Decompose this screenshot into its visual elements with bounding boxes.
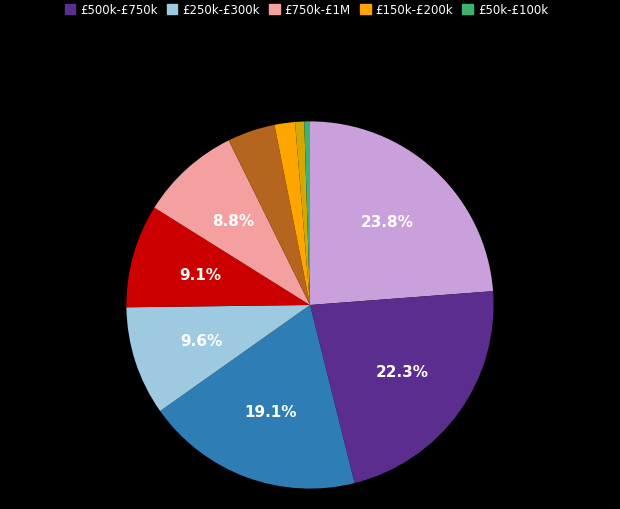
Text: 9.1%: 9.1% xyxy=(179,267,221,282)
Legend: £400k-£500k, £500k-£750k, £300k-£400k, £250k-£300k, over £1M, £750k-£1M, £200k-£: £400k-£500k, £500k-£750k, £300k-£400k, £… xyxy=(61,0,559,20)
Wedge shape xyxy=(310,122,493,305)
Wedge shape xyxy=(229,126,310,305)
Wedge shape xyxy=(126,208,310,308)
Text: 19.1%: 19.1% xyxy=(244,405,297,419)
Wedge shape xyxy=(275,123,310,305)
Wedge shape xyxy=(295,122,310,305)
Wedge shape xyxy=(160,305,355,489)
Wedge shape xyxy=(126,305,310,411)
Wedge shape xyxy=(154,141,310,305)
Text: 8.8%: 8.8% xyxy=(213,214,255,229)
Text: 23.8%: 23.8% xyxy=(361,215,414,230)
Wedge shape xyxy=(310,292,494,483)
Text: 22.3%: 22.3% xyxy=(376,364,429,379)
Wedge shape xyxy=(304,122,310,305)
Text: 9.6%: 9.6% xyxy=(180,333,223,348)
